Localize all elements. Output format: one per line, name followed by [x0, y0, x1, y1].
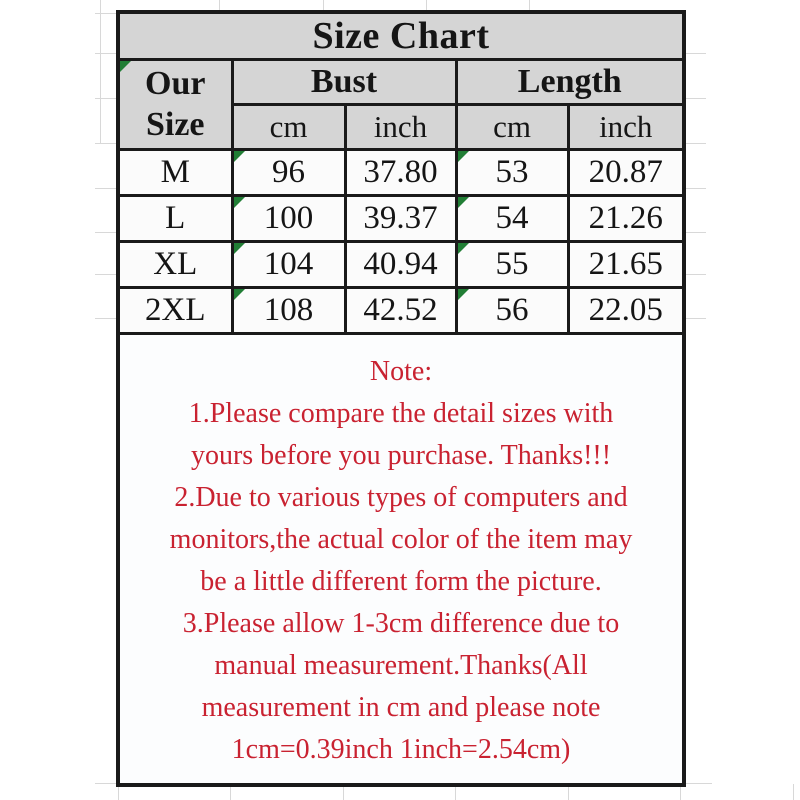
spreadsheet-gridline [529, 0, 530, 10]
header-length: Length [454, 58, 686, 106]
spreadsheet-gridline [95, 98, 118, 99]
size-chart-table: Size Chart Our Size Bust Length cm inch … [116, 10, 687, 787]
cell-flag-triangle-icon [459, 152, 469, 162]
spreadsheet-gridline [95, 274, 118, 275]
spreadsheet-gridline [682, 274, 706, 275]
cell-size-m: M [116, 148, 234, 197]
cell-2xl-bust-cm: 108 [230, 286, 347, 335]
cell-2xl-length-inch: 22.05 [566, 286, 686, 335]
note-line: manual measurement.Thanks(All [214, 650, 588, 681]
spreadsheet-gridline [95, 13, 118, 14]
spreadsheet-gridline [323, 0, 324, 10]
cell-flag-triangle-icon [235, 152, 245, 162]
spreadsheet-gridline [680, 784, 681, 800]
note-line: 2.Due to various types of computers and [174, 482, 628, 513]
table-row-l: L 100 39.37 54 21.26 [116, 194, 686, 243]
spreadsheet-gridline [682, 53, 706, 54]
spreadsheet-gridline [95, 53, 118, 54]
subheader-bust-cm: cm [230, 103, 347, 151]
cell-value: 100 [263, 200, 314, 236]
cell-value: 53 [495, 154, 529, 190]
spreadsheet-gridline [682, 188, 706, 189]
note-line: 1cm=0.39inch 1inch=2.54cm) [231, 734, 571, 765]
cell-xl-bust-cm: 104 [230, 240, 347, 289]
spreadsheet-gridline [100, 0, 101, 143]
spreadsheet-gridline [568, 784, 569, 800]
cell-value: 96 [272, 154, 305, 190]
cell-xl-length-cm: 55 [454, 240, 570, 289]
spreadsheet-gridline [684, 783, 712, 784]
spreadsheet-gridline [95, 232, 118, 233]
spreadsheet-gridline [95, 783, 116, 784]
cell-size-2xl: 2XL [116, 286, 234, 335]
note-line: yours before you purchase. Thanks!!! [190, 440, 612, 471]
header-bust: Bust [230, 58, 458, 106]
cell-2xl-bust-inch: 42.52 [343, 286, 458, 335]
note-line: 1.Please compare the detail sizes with [188, 398, 614, 429]
cell-xl-bust-inch: 40.94 [343, 240, 458, 289]
note-line: 3.Please allow 1-3cm difference due to [182, 608, 620, 639]
note-line: monitors,the actual color of the item ma… [169, 524, 633, 555]
note-line: measurement in cm and please note [201, 692, 601, 723]
cell-l-bust-inch: 39.37 [343, 194, 458, 243]
cell-2xl-length-cm: 56 [454, 286, 570, 335]
cell-flag-triangle-icon [121, 62, 131, 72]
table-title: Size Chart [116, 10, 686, 61]
spreadsheet-gridline [95, 188, 118, 189]
subheader-length-cm: cm [454, 103, 570, 151]
cell-value: 108 [263, 292, 314, 328]
header-our-size-label: Our Size [145, 65, 206, 143]
cell-value: 56 [495, 292, 529, 328]
spreadsheet-gridline [230, 784, 231, 800]
cell-m-bust-inch: 37.80 [343, 148, 458, 197]
table-row-m: M 96 37.80 53 20.87 [116, 148, 686, 197]
cell-flag-triangle-icon [459, 290, 469, 300]
spreadsheet-gridline [682, 98, 706, 99]
cell-m-length-inch: 20.87 [566, 148, 686, 197]
spreadsheet-gridline [426, 0, 427, 10]
cell-value: 55 [495, 246, 529, 282]
header-our-size: Our Size [116, 58, 234, 151]
spreadsheet-gridline [95, 143, 118, 144]
spreadsheet-gridline [219, 0, 220, 10]
cell-m-bust-cm: 96 [230, 148, 347, 197]
cell-value: 104 [263, 246, 314, 282]
cell-l-length-cm: 54 [454, 194, 570, 243]
table-row-xl: XL 104 40.94 55 21.65 [116, 240, 686, 289]
cell-l-length-inch: 21.26 [566, 194, 686, 243]
cell-size-l: L [116, 194, 234, 243]
cell-size-xl: XL [116, 240, 234, 289]
cell-flag-triangle-icon [459, 244, 469, 254]
spreadsheet-gridline [682, 143, 706, 144]
spreadsheet-gridline [682, 232, 706, 233]
cell-flag-triangle-icon [459, 198, 469, 208]
table-row-2xl: 2XL 108 42.52 56 22.05 [116, 286, 686, 335]
subheader-bust-inch: inch [343, 103, 458, 151]
cell-l-bust-cm: 100 [230, 194, 347, 243]
spreadsheet-gridline [118, 784, 119, 800]
cell-flag-triangle-icon [235, 244, 245, 254]
spreadsheet-gridline [95, 318, 118, 319]
cell-flag-triangle-icon [235, 198, 245, 208]
note-line: be a little different form the picture. [200, 566, 602, 597]
cell-value: 54 [495, 200, 529, 236]
spreadsheet-gridline [343, 784, 344, 800]
cell-xl-length-inch: 21.65 [566, 240, 686, 289]
note-section: Note: 1.Please compare the detail sizes … [116, 332, 686, 787]
spreadsheet-gridline [682, 318, 706, 319]
cell-m-length-cm: 53 [454, 148, 570, 197]
cell-flag-triangle-icon [235, 290, 245, 300]
note-heading: Note: [369, 356, 433, 387]
subheader-length-inch: inch [566, 103, 686, 151]
spreadsheet-gridline [455, 784, 456, 800]
note-text-block: Note: 1.Please compare the detail sizes … [121, 336, 681, 771]
spreadsheet-gridline [793, 784, 794, 800]
